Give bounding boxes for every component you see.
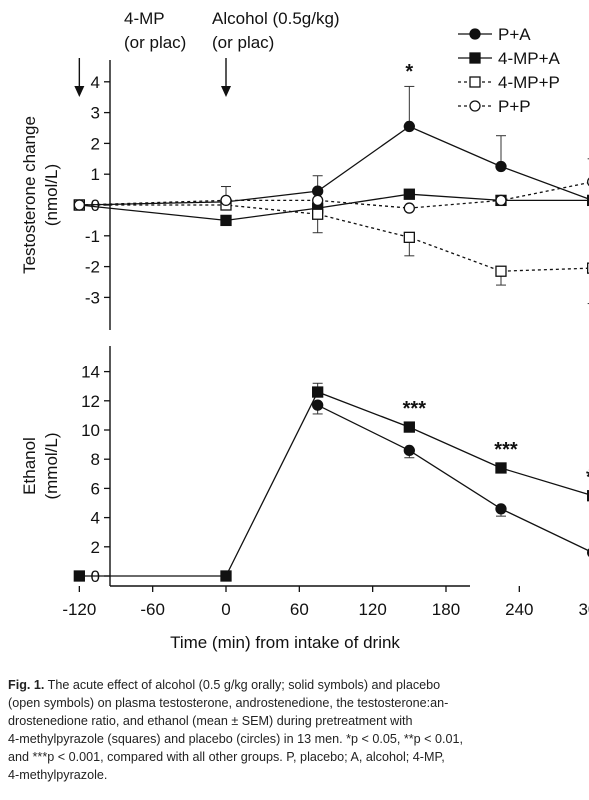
x-tick-label: 0 [221, 600, 230, 619]
data-point [403, 444, 415, 457]
arrow-label-sub: (or plac) [124, 33, 186, 52]
data-point [220, 214, 232, 227]
y-tick-label: 10 [81, 421, 100, 440]
series-line [79, 193, 589, 222]
y-tick-label: 0 [91, 196, 100, 215]
y-tick-label: 1 [91, 165, 100, 184]
legend-label: 4-MP+A [498, 49, 561, 68]
ethanol-panel-y-label: Ethanol [20, 437, 39, 495]
data-point [403, 231, 415, 243]
data-point [495, 160, 507, 173]
series-line [79, 204, 589, 272]
caption-label: Fig. 1. [8, 678, 45, 692]
data-point [312, 399, 324, 411]
data-point [73, 199, 85, 211]
legend-marker [469, 76, 481, 88]
y-tick-label: 3 [91, 104, 100, 123]
series-line [79, 181, 589, 209]
data-point [587, 262, 589, 274]
caption-line-6: 4-methylpyrazole. [8, 768, 108, 782]
x-tick-label: 240 [505, 600, 533, 619]
caption-line-2: (open symbols) on plasma testosterone, a… [8, 696, 449, 710]
data-point [73, 570, 85, 582]
series-p-a [312, 399, 589, 557]
y-tick-label: -3 [85, 288, 100, 307]
x-tick-label: -60 [140, 600, 165, 619]
caption-line-1: The acute effect of alcohol (0.5 g/kg or… [47, 678, 441, 692]
series-4-mp-a [73, 188, 589, 227]
data-point [587, 194, 589, 207]
data-point [495, 462, 507, 474]
significance-marker: *** [403, 398, 427, 420]
y-tick-label: 12 [81, 392, 100, 411]
testosterone-panel-y-label-unit: (nmol/L) [42, 164, 61, 226]
caption-line-5: and ***p < 0.001, compared with all othe… [8, 750, 445, 764]
legend-label: P+A [498, 25, 531, 44]
figure-caption: Fig. 1. The acute effect of alcohol (0.5… [8, 676, 582, 784]
arrow-label-sub: (or plac) [212, 33, 274, 52]
y-tick-label: 2 [91, 538, 100, 557]
significance-marker: * [405, 61, 413, 83]
x-tick-label: 120 [358, 600, 386, 619]
data-point [403, 202, 415, 214]
x-axis-label: Time (min) from intake of drink [170, 633, 400, 652]
data-point [495, 265, 507, 277]
series-line [317, 404, 589, 552]
testosterone-panel: 4 3 2 1 0 -1 -2 -3 Testosterone change (nmol/L) 4-… [20, 9, 589, 330]
data-point [312, 208, 324, 220]
legend-label: P+P [498, 97, 531, 116]
data-point [312, 194, 324, 207]
significance-marker: *** [586, 467, 589, 489]
data-point [495, 503, 507, 515]
legend: P+A 4-MP+A 4-MP+P P+P [458, 25, 561, 116]
series-line [79, 125, 589, 206]
ethanol-panel-y-label-unit: (mmol/L) [42, 432, 61, 499]
x-tick-label: 180 [432, 600, 460, 619]
data-point [312, 185, 324, 197]
data-point [403, 421, 415, 433]
arrow-label: 4-MP [124, 9, 165, 28]
x-tick-label: 300 [578, 600, 589, 619]
legend-marker [469, 100, 481, 112]
y-tick-label: 14 [81, 363, 100, 382]
legend-marker [469, 52, 481, 64]
y-tick-label: 8 [91, 450, 100, 469]
x-tick-label: -120 [62, 600, 96, 619]
legend-marker [469, 28, 481, 40]
data-point [403, 188, 415, 200]
significance-marker: *** [494, 439, 518, 461]
arrow-label: Alcohol (0.5g/kg) [212, 9, 340, 28]
y-tick-label: -1 [85, 227, 100, 246]
y-tick-label: 2 [91, 134, 100, 153]
y-tick-label: 6 [91, 479, 100, 498]
y-tick-label: 4 [91, 73, 100, 92]
data-point [312, 386, 324, 398]
series-4-mp-p [73, 199, 589, 305]
legend-label: 4-MP+P [498, 73, 560, 92]
data-point [220, 194, 232, 207]
caption-line-3: drostenedione ratio, and ethanol (mean ±… [8, 714, 413, 728]
data-point [220, 570, 232, 582]
x-tick-label: 60 [290, 600, 309, 619]
testosterone-panel-y-label: Testosterone change [20, 116, 39, 274]
arrow-head [221, 86, 231, 97]
y-tick-label: -2 [85, 258, 100, 277]
series-line [79, 391, 589, 577]
arrow-head [74, 86, 85, 97]
y-tick-label: 4 [91, 509, 100, 528]
caption-line-4: 4-methylpyrazole (squares) and placebo (… [8, 732, 464, 746]
series-4-mp-a [73, 382, 589, 582]
data-point [587, 490, 589, 502]
data-point [403, 120, 415, 133]
data-point [495, 194, 507, 207]
series-p-p [73, 158, 589, 214]
